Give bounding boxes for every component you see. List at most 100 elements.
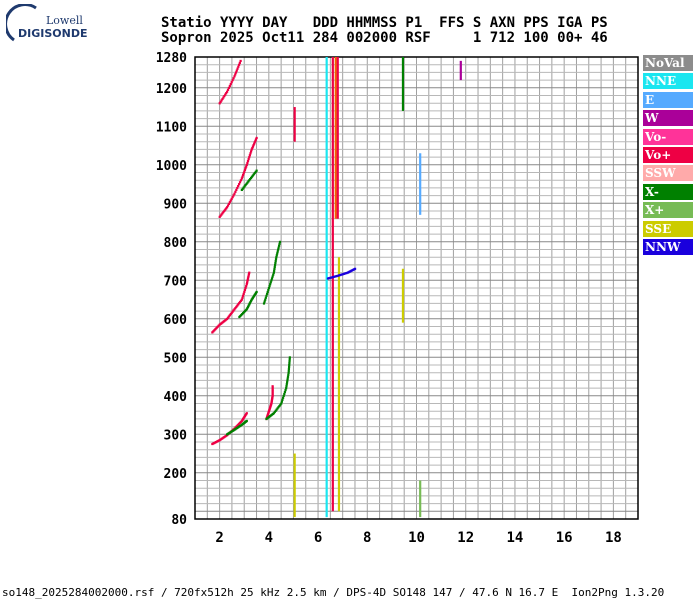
echo-point (334, 275, 337, 278)
echo-point (247, 158, 250, 161)
echo-point (233, 192, 236, 195)
echo-point (331, 276, 335, 279)
echo-point (221, 212, 224, 215)
echo-point (278, 242, 281, 245)
echo-point (273, 269, 276, 272)
echo-point (237, 303, 240, 306)
x-tick-label: 12 (457, 530, 474, 546)
echo-point (242, 172, 245, 175)
echo-point (245, 165, 248, 168)
echo-point (274, 260, 277, 263)
echo-point (245, 281, 249, 284)
echo-point (241, 175, 244, 178)
logo-text-top: Lowell (46, 14, 83, 27)
echo-point (248, 156, 251, 159)
echo-point (229, 82, 232, 86)
echo-point (270, 277, 274, 280)
echo-point (262, 302, 266, 305)
legend-item-vo: Vo+ (643, 146, 693, 163)
echo-point (240, 188, 243, 192)
echo-point (285, 381, 289, 384)
echo-point (288, 358, 291, 361)
echo-point (246, 306, 249, 310)
echo-point (228, 201, 231, 204)
y-tick-label: 1280 (156, 51, 187, 66)
y-tick-label: 400 (164, 390, 188, 405)
echo-point (250, 175, 254, 178)
echo-point (237, 63, 241, 66)
echo-point (337, 274, 341, 277)
echo-point (233, 75, 236, 78)
echo-point (342, 272, 346, 275)
echo-point (221, 97, 224, 101)
echo-point (223, 209, 226, 212)
echo-point (288, 356, 291, 359)
legend-item-noval: NoVal (643, 55, 693, 71)
header-line-2: Sopron 2025 Oct11 284 002000 RSF 1 712 1… (161, 30, 608, 46)
y-tick-label: 500 (164, 351, 188, 366)
echo-point (249, 177, 252, 181)
echo-point (276, 407, 279, 410)
echo-point (231, 196, 234, 199)
echo-point (234, 306, 237, 310)
echo-point (285, 383, 288, 386)
x-tick-label: 2 (215, 530, 223, 546)
echo-point (244, 184, 247, 187)
echo-point (249, 300, 252, 304)
echo-point (223, 94, 226, 98)
echo-point (276, 252, 279, 255)
echo-point (226, 316, 230, 319)
y-tick-label: 1000 (156, 159, 187, 174)
echo-point (263, 300, 266, 303)
echo-point (271, 386, 274, 389)
y-tick-label: 80 (171, 513, 187, 528)
echo-point (218, 215, 221, 218)
echo-point (237, 183, 241, 186)
echo-point (271, 388, 274, 391)
echo-point (274, 258, 278, 261)
echo-point (231, 310, 234, 313)
echo-point (246, 161, 249, 165)
echo-point (269, 281, 272, 284)
echo-point (330, 276, 333, 279)
echo-point (246, 280, 249, 283)
echo-point (273, 265, 276, 269)
echo-point (245, 412, 248, 415)
echo-point (271, 393, 274, 396)
echo-point (277, 246, 280, 249)
echo-point (345, 271, 348, 275)
echo-point (255, 169, 258, 172)
echo-point (271, 389, 274, 393)
echo-point (277, 248, 280, 251)
echo-point (227, 315, 231, 318)
echo-point (281, 398, 284, 401)
echo-point (255, 290, 258, 294)
echo-point (246, 181, 249, 184)
legend-item-e: E (643, 91, 693, 108)
echo-point (225, 90, 229, 93)
echo-point (238, 181, 242, 184)
echo-point (287, 369, 290, 372)
footer-info: so148_2025284002000.rsf / 720fx512h 25 k… (2, 586, 665, 599)
echo-point (245, 285, 248, 288)
echo-point (226, 88, 230, 91)
echo-point (248, 303, 251, 306)
echo-point (286, 377, 289, 380)
x-tick-label: 6 (314, 530, 322, 546)
legend: NoVal NNE E W Vo- Vo+ SSW X- X+ SSE NNW (643, 55, 693, 257)
echo-point (245, 182, 248, 186)
echo-point (228, 84, 231, 88)
echo-point (249, 299, 253, 302)
echo-point (234, 71, 238, 74)
echo-point (234, 190, 237, 193)
echo-point (253, 142, 256, 145)
echo-point (246, 277, 250, 280)
echo-point (222, 96, 225, 99)
echo-point (288, 364, 291, 367)
echo-point (252, 144, 255, 147)
y-tick-label: 600 (164, 313, 188, 328)
echo-point (235, 188, 238, 192)
echo-point (252, 173, 255, 176)
echo-point (255, 136, 258, 140)
